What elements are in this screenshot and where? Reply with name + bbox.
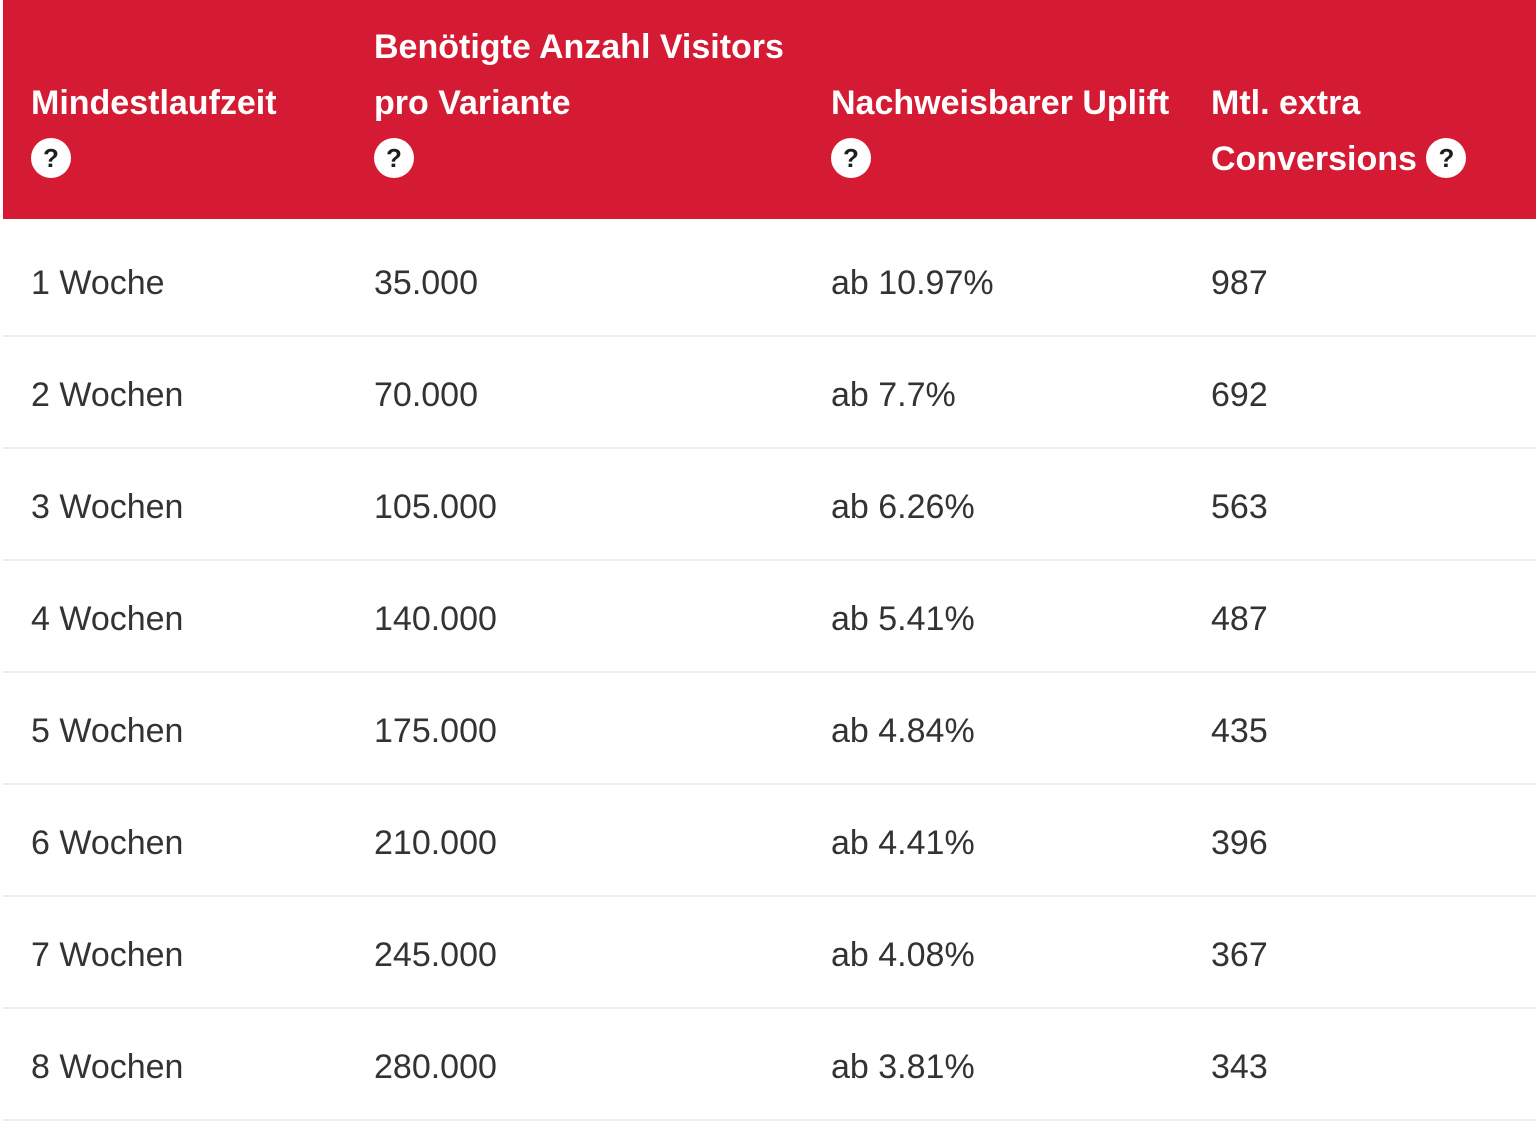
column-header-visitors-label: Benötigte Anzahl Visitors pro Variante	[374, 28, 784, 122]
table-row: 1 Woche 35.000 ab 10.97% 987	[3, 224, 1536, 337]
cell-visitors: 140.000	[374, 600, 497, 638]
results-table: Mindestlaufzeit ? Benötigte Anzahl Visit…	[3, 0, 1536, 1123]
cell-uplift: ab 4.08%	[831, 936, 975, 974]
cell-conversions: 435	[1211, 712, 1268, 750]
cell-duration: 8 Wochen	[31, 1048, 184, 1086]
help-icon[interactable]: ?	[31, 138, 71, 179]
cell-duration: 2 Wochen	[31, 376, 184, 414]
cell-duration: 3 Wochen	[31, 488, 184, 526]
cell-duration: 4 Wochen	[31, 600, 184, 638]
cell-duration: 6 Wochen	[31, 824, 184, 862]
column-header-visitors: Benötigte Anzahl Visitors pro Variante ?	[374, 19, 794, 187]
cell-visitors: 245.000	[374, 936, 497, 974]
column-header-conversions-label: Mtl. extra Conversions	[1211, 84, 1417, 178]
table-row: 5 Wochen 175.000 ab 4.84% 435	[3, 672, 1536, 785]
cell-duration: 1 Woche	[31, 264, 165, 302]
column-header-duration: Mindestlaufzeit ?	[31, 75, 351, 187]
cell-duration: 7 Wochen	[31, 936, 184, 974]
table-row: 4 Wochen 140.000 ab 5.41% 487	[3, 560, 1536, 673]
cell-conversions: 692	[1211, 376, 1268, 414]
cell-uplift: ab 3.81%	[831, 1048, 975, 1086]
table-row: 7 Wochen 245.000 ab 4.08% 367	[3, 896, 1536, 1009]
table-row: 6 Wochen 210.000 ab 4.41% 396	[3, 784, 1536, 897]
cell-conversions: 987	[1211, 264, 1268, 302]
help-icon[interactable]: ?	[374, 138, 414, 179]
cell-uplift: ab 6.26%	[831, 488, 975, 526]
cell-visitors: 70.000	[374, 376, 478, 414]
table-row: 8 Wochen 280.000 ab 3.81% 343	[3, 1008, 1536, 1121]
cell-visitors: 175.000	[374, 712, 497, 750]
column-header-uplift: Nachweisbarer Uplift ?	[831, 75, 1191, 187]
help-icon[interactable]: ?	[1426, 138, 1467, 179]
help-icon[interactable]: ?	[831, 138, 871, 179]
cell-uplift: ab 10.97%	[831, 264, 994, 302]
column-header-conversions: Mtl. extra Conversions ?	[1211, 75, 1531, 187]
table-header: Mindestlaufzeit ? Benötigte Anzahl Visit…	[3, 0, 1536, 219]
column-header-duration-label: Mindestlaufzeit	[31, 84, 277, 122]
column-header-uplift-label: Nachweisbarer Uplift	[831, 84, 1170, 122]
cell-uplift: ab 4.84%	[831, 712, 975, 750]
cell-conversions: 563	[1211, 488, 1268, 526]
cell-uplift: ab 5.41%	[831, 600, 975, 638]
table-row: 3 Wochen 105.000 ab 6.26% 563	[3, 448, 1536, 561]
cell-visitors: 35.000	[374, 264, 478, 302]
cell-visitors: 210.000	[374, 824, 497, 862]
cell-conversions: 487	[1211, 600, 1268, 638]
cell-visitors: 105.000	[374, 488, 497, 526]
cell-conversions: 343	[1211, 1048, 1268, 1086]
cell-uplift: ab 4.41%	[831, 824, 975, 862]
table-row: 2 Wochen 70.000 ab 7.7% 692	[3, 336, 1536, 449]
cell-uplift: ab 7.7%	[831, 376, 956, 414]
cell-conversions: 396	[1211, 824, 1268, 862]
cell-conversions: 367	[1211, 936, 1268, 974]
cell-duration: 5 Wochen	[31, 712, 184, 750]
cell-visitors: 280.000	[374, 1048, 497, 1086]
